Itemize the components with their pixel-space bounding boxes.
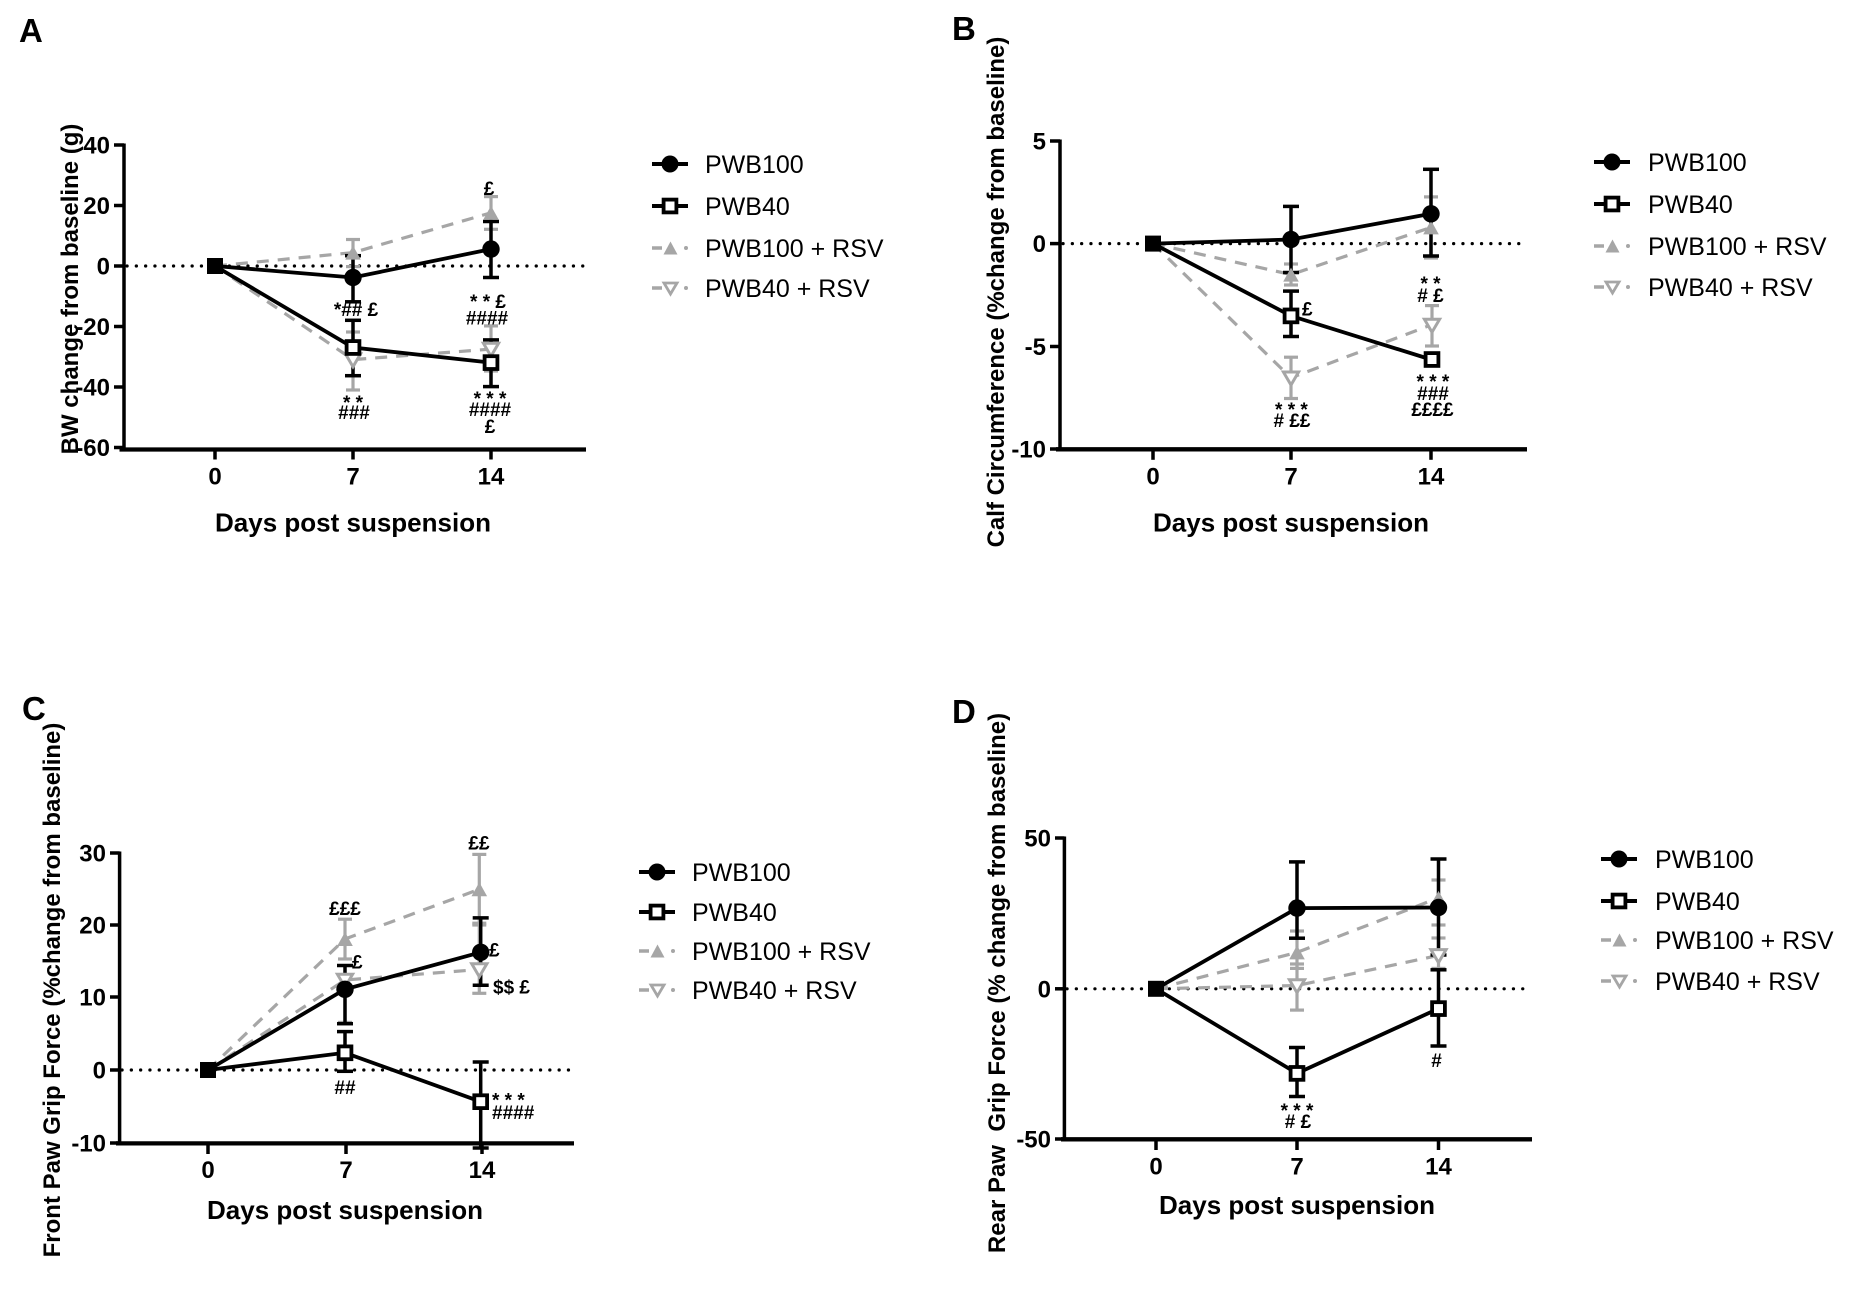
svg-text:BW change from baseline (g): BW change from baseline (g) — [57, 124, 84, 455]
svg-text:14: 14 — [1418, 464, 1445, 491]
svg-text:Days post suspension: Days post suspension — [215, 508, 491, 538]
svg-text:* * *: * * * — [492, 1090, 525, 1111]
svg-text:# ££: # ££ — [1274, 411, 1311, 432]
svg-text:PWB40 + RSV: PWB40 + RSV — [692, 977, 857, 1005]
svg-text:40: 40 — [83, 133, 110, 160]
svg-text:14: 14 — [469, 1157, 496, 1184]
svg-text:-60: -60 — [75, 435, 110, 462]
svg-text:Rear Paw Grip Force (% change: Rear Paw Grip Force (% change from basel… — [984, 713, 1011, 1253]
svg-text:20: 20 — [79, 913, 106, 940]
svg-text:C: C — [22, 690, 46, 727]
svg-text:-5: -5 — [1025, 334, 1046, 361]
svg-text:-20: -20 — [75, 314, 110, 341]
svg-text:PWB40: PWB40 — [1648, 191, 1733, 219]
svg-text:5: 5 — [1033, 129, 1046, 156]
svg-text:PWB40: PWB40 — [692, 899, 777, 927]
svg-text:PWB100: PWB100 — [692, 859, 791, 887]
svg-text:PWB100: PWB100 — [1648, 149, 1747, 177]
svg-text:* * *: * * * — [1417, 372, 1450, 393]
svg-text:$$ £: $$ £ — [493, 978, 530, 999]
svg-text:£: £ — [352, 953, 363, 974]
svg-text:0: 0 — [1146, 464, 1159, 491]
svg-text:PWB100: PWB100 — [705, 151, 804, 179]
svg-text:Days post suspension: Days post suspension — [207, 1195, 483, 1225]
svg-text:30: 30 — [79, 841, 106, 868]
svg-text:0: 0 — [1033, 231, 1046, 258]
svg-text:0: 0 — [208, 464, 221, 491]
svg-text:PWB100 + RSV: PWB100 + RSV — [692, 938, 871, 966]
svg-text:####: #### — [492, 1103, 535, 1124]
svg-text:* * *: * * * — [1275, 400, 1308, 421]
svg-text:7: 7 — [346, 464, 359, 491]
svg-text:# £: # £ — [1285, 1112, 1312, 1133]
svg-text:PWB40: PWB40 — [1655, 888, 1740, 916]
svg-text:7: 7 — [339, 1157, 352, 1184]
svg-text:0: 0 — [1038, 976, 1051, 1003]
svg-text:* * £: * * £ — [470, 292, 506, 313]
svg-text:££££: ££££ — [1411, 400, 1454, 421]
svg-text:0: 0 — [97, 254, 110, 281]
svg-text:PWB40 + RSV: PWB40 + RSV — [1655, 968, 1820, 996]
svg-text:##: ## — [334, 1078, 356, 1099]
svg-text:££: ££ — [468, 834, 490, 855]
svg-text:£: £ — [489, 941, 500, 962]
svg-text:###: ### — [338, 403, 370, 424]
svg-text:#: # — [1431, 1051, 1442, 1072]
svg-text:PWB100 + RSV: PWB100 + RSV — [1655, 927, 1834, 955]
svg-text:Calf Circumference (%change fr: Calf Circumference (%change from baselin… — [983, 37, 1010, 548]
svg-text:*## £: *## £ — [334, 300, 379, 321]
svg-text:-10: -10 — [71, 1131, 106, 1158]
svg-text:* * *: * * * — [1281, 1101, 1314, 1122]
svg-text:0: 0 — [201, 1157, 214, 1184]
svg-text:20: 20 — [83, 193, 110, 220]
svg-text:14: 14 — [1425, 1154, 1452, 1181]
svg-text:10: 10 — [79, 985, 106, 1012]
svg-text:D: D — [952, 693, 976, 730]
svg-text:50: 50 — [1024, 826, 1051, 853]
svg-text:PWB40 + RSV: PWB40 + RSV — [705, 275, 870, 303]
svg-text:PWB100: PWB100 — [1655, 846, 1754, 874]
svg-text:####: #### — [469, 400, 512, 421]
svg-text:Front Paw Grip Force (%change: Front Paw Grip Force (%change from basel… — [39, 723, 66, 1258]
svg-text:£: £ — [1302, 300, 1313, 321]
svg-text:£: £ — [485, 417, 496, 438]
svg-text:###: ### — [1417, 384, 1449, 405]
svg-text:£: £ — [484, 179, 495, 200]
svg-text:14: 14 — [478, 464, 505, 491]
svg-text:A: A — [19, 12, 43, 49]
svg-text:PWB100 + RSV: PWB100 + RSV — [1648, 233, 1827, 261]
svg-text:Days post suspension: Days post suspension — [1159, 1190, 1435, 1220]
svg-text:B: B — [952, 10, 976, 47]
svg-text:0: 0 — [1149, 1154, 1162, 1181]
svg-text:-40: -40 — [75, 375, 110, 402]
svg-text:7: 7 — [1284, 464, 1297, 491]
svg-text:0: 0 — [93, 1058, 106, 1085]
svg-text:PWB40: PWB40 — [705, 193, 790, 221]
svg-text:Days post suspension: Days post suspension — [1153, 508, 1429, 538]
svg-text:-50: -50 — [1016, 1127, 1051, 1154]
svg-text:* * *: * * * — [474, 389, 507, 410]
svg-text:* *: * * — [343, 393, 364, 414]
svg-text:# £: # £ — [1417, 286, 1444, 307]
svg-text:7: 7 — [1290, 1154, 1303, 1181]
svg-text:####: #### — [466, 309, 509, 330]
svg-text:-10: -10 — [1011, 437, 1046, 464]
svg-text:£££: £££ — [329, 899, 361, 920]
svg-text:PWB100 + RSV: PWB100 + RSV — [705, 235, 884, 263]
svg-text:* *: * * — [1420, 274, 1441, 295]
svg-text:PWB40 + RSV: PWB40 + RSV — [1648, 274, 1813, 302]
